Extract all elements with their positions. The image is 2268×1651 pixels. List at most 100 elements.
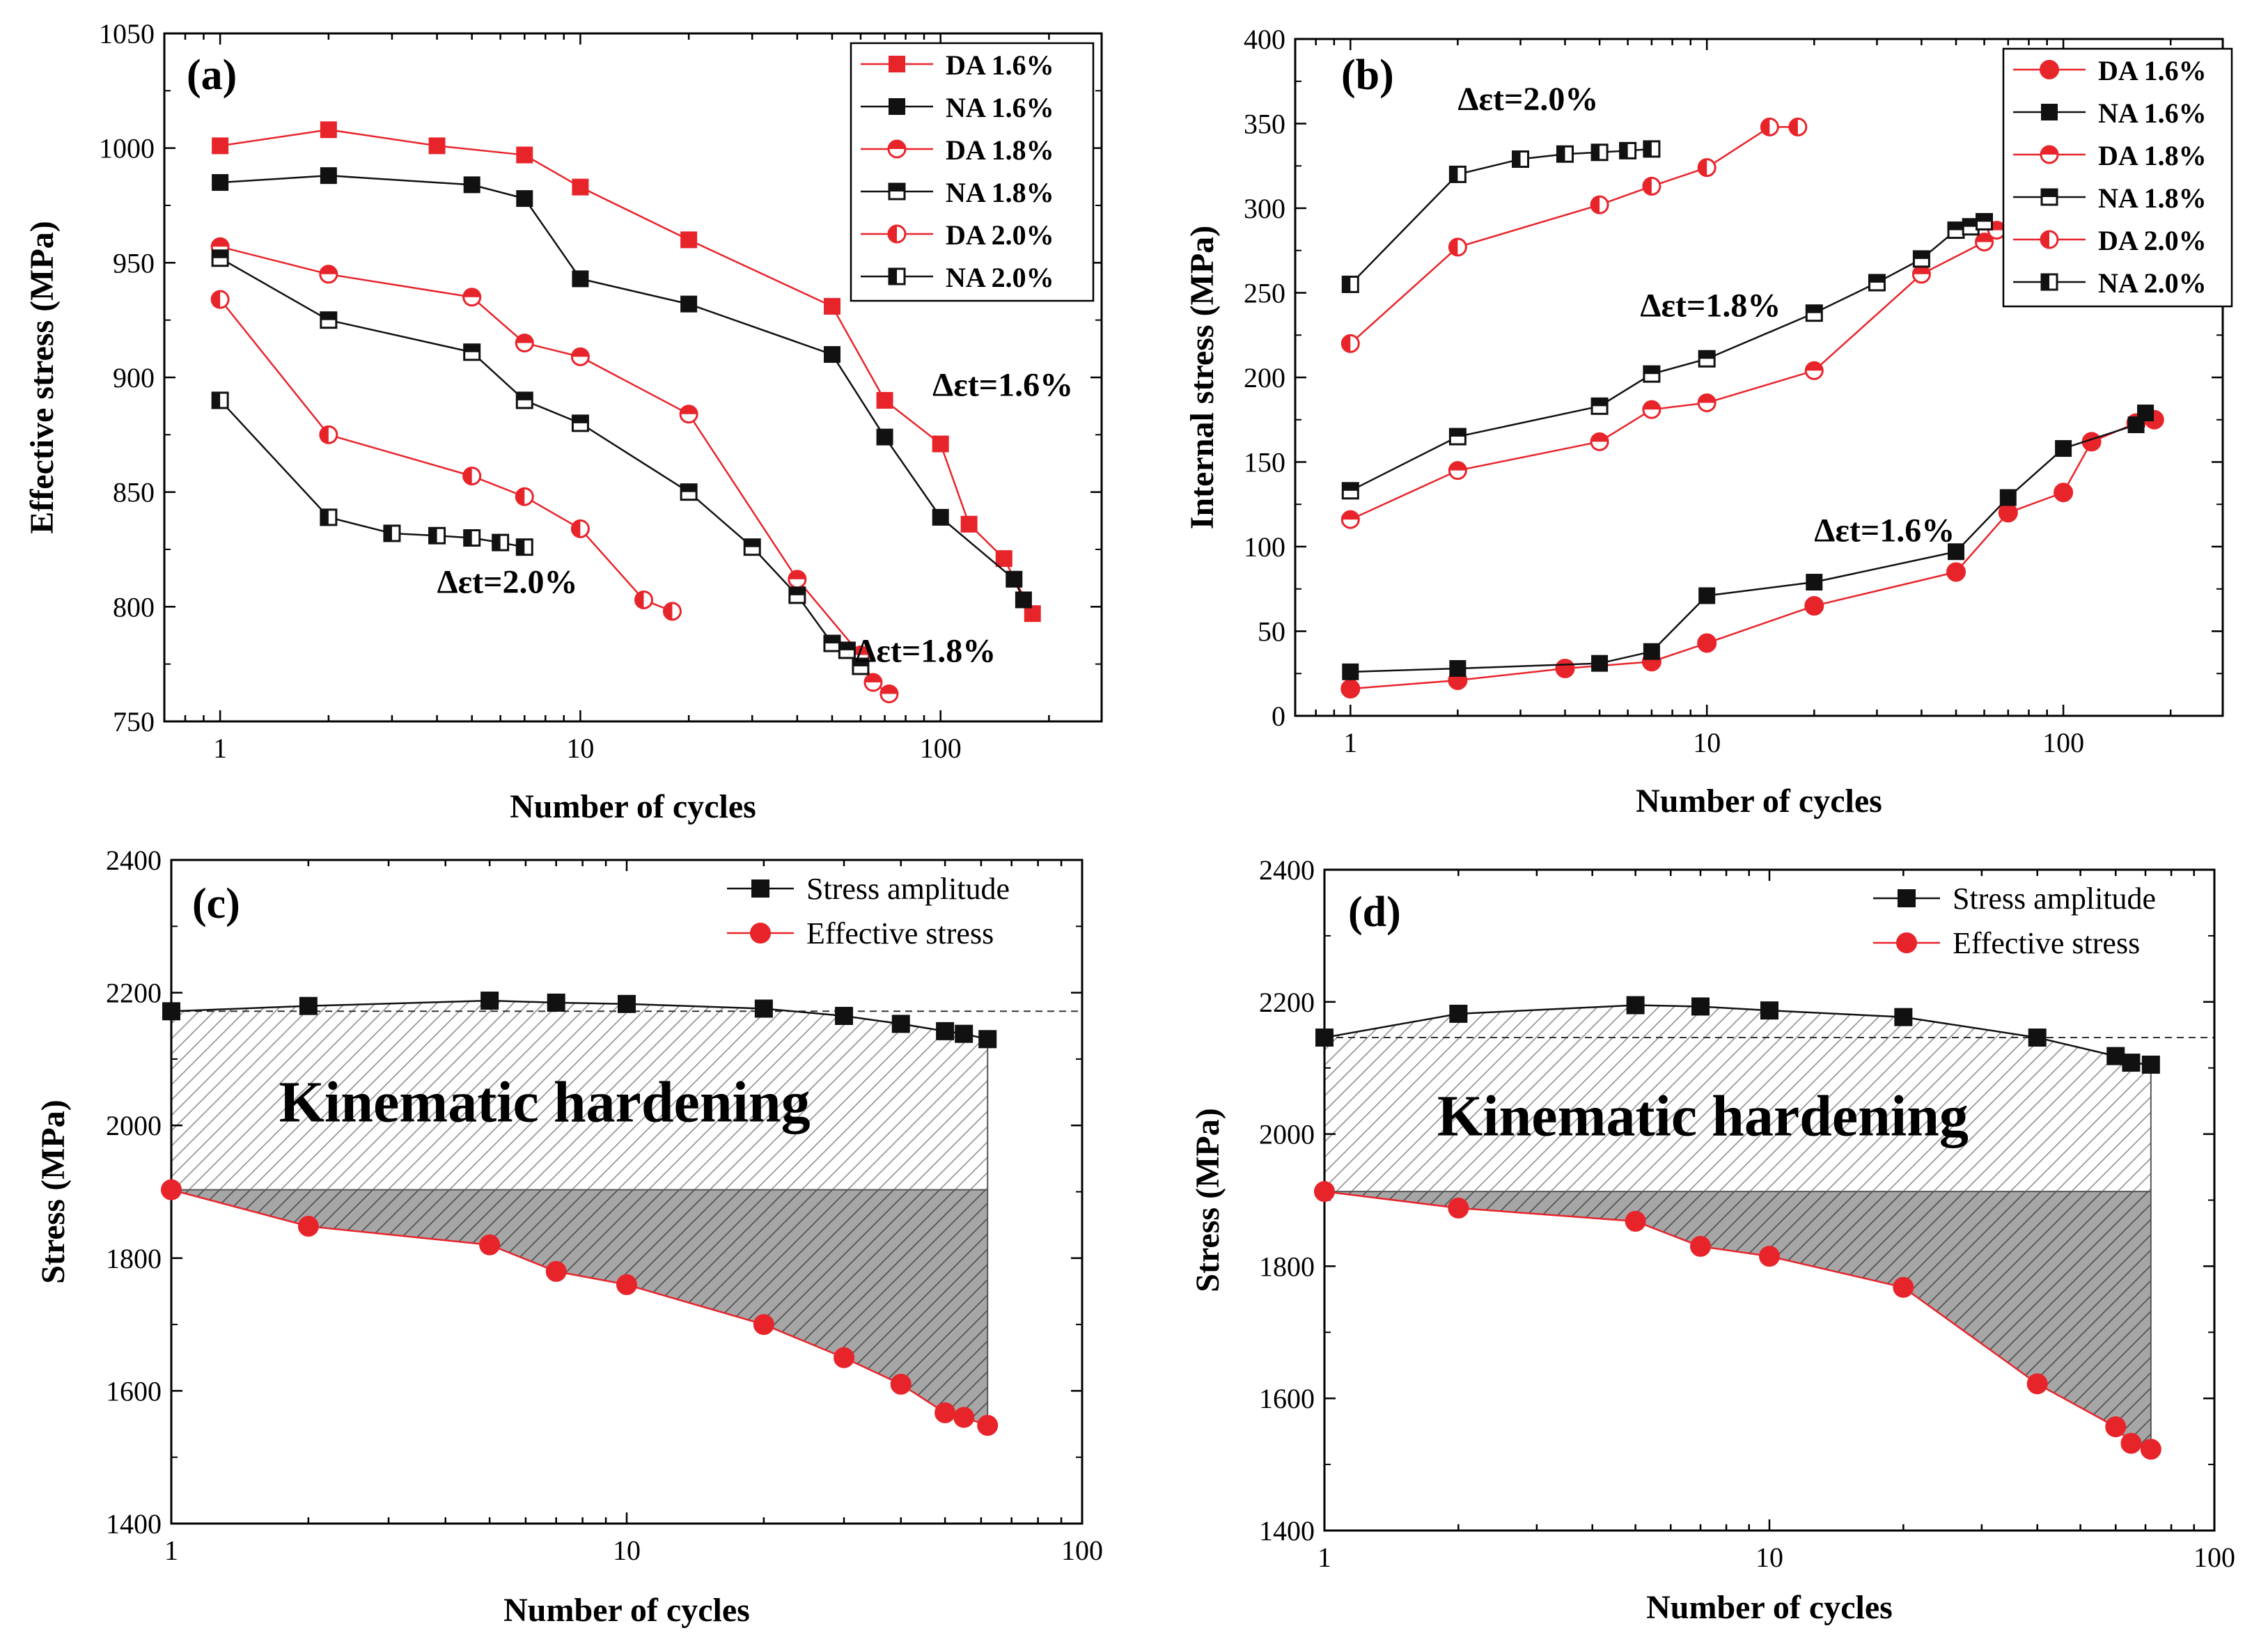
data-point: [1976, 212, 1994, 230]
legend-item-na-1-8: NA 1.8%: [861, 177, 1054, 208]
data-point: [1893, 1276, 1914, 1298]
legend: DA 1.6% NA 1.6% DA 1.8% NA 1.8% DA 2.0% NA 2.…: [850, 42, 1095, 302]
y-tick-label: 2000: [106, 1110, 162, 1141]
data-point: [212, 174, 229, 191]
effective-stress-drop-region: [1324, 1191, 2151, 1450]
x-tick-label: 10: [613, 1535, 641, 1566]
x-tick-label: 100: [2042, 727, 2084, 758]
data-point: [1894, 1008, 1913, 1026]
legend-item-da-1-8: DA 1.8%: [861, 134, 1054, 166]
strain-range-annotation: Δεt=1.8%: [1640, 288, 1781, 324]
data-point: [891, 1015, 910, 1033]
data-point: [1698, 587, 1716, 604]
data-point: [960, 515, 978, 533]
data-point: [1868, 274, 1886, 292]
data-point: [616, 1274, 637, 1295]
data-point: [1642, 400, 1661, 419]
kinematic-hardening-region: [1324, 1005, 2151, 1192]
data-point: [1642, 176, 1661, 196]
data-point: [1448, 1197, 1469, 1219]
legend-label: Effective stress: [1953, 926, 2140, 960]
legend-item-na-2-0: NA 2.0%: [2013, 267, 2207, 299]
series-line: [1350, 412, 2147, 673]
data-point: [2137, 405, 2154, 422]
series-na-1-6: [1342, 405, 2154, 680]
series-na-1-8: [211, 249, 870, 675]
data-point: [462, 288, 482, 307]
data-point: [428, 526, 446, 545]
data-point: [492, 533, 510, 551]
y-tick-label: 50: [1258, 616, 1285, 648]
legend-box: [2002, 47, 2233, 308]
y-tick-label: 950: [113, 247, 155, 279]
data-point: [1342, 663, 1359, 680]
data-point: [211, 391, 229, 409]
data-point: [1591, 655, 1609, 672]
y-tick-label: 1050: [99, 18, 155, 49]
x-tick-label: 100: [2193, 1542, 2235, 1573]
data-point: [852, 657, 870, 675]
data-point: [662, 602, 682, 621]
effective-stress-drop-region: [171, 1189, 988, 1425]
legend-item-da-1-6: DA 1.6%: [861, 49, 1054, 81]
data-point: [1697, 633, 1717, 653]
data-point: [953, 1407, 975, 1428]
legend-item-da-1-8: DA 1.8%: [2013, 140, 2207, 171]
legend-label: Stress amplitude: [1953, 882, 2156, 916]
series-line: [1350, 418, 2155, 690]
data-point: [788, 586, 806, 604]
legend-label: DA 2.0%: [946, 219, 1054, 251]
data-point: [932, 435, 949, 453]
data-point: [835, 1006, 854, 1025]
series-da-1-8: [1340, 214, 2022, 529]
series-na-2-0: [211, 391, 533, 556]
panel-d-kinematic-hardening-chart: Kinematic hardening 1 10 100 1400 1600 1800 200…: [1189, 854, 2235, 1626]
data-point: [1962, 218, 1980, 236]
data-point: [162, 1002, 180, 1021]
legend-marker: [887, 224, 907, 244]
data-point: [1314, 1181, 1335, 1203]
y-tick-label: 800: [113, 591, 155, 623]
data-point: [1999, 489, 2017, 506]
legend-item-na-2-0: NA 2.0%: [861, 262, 1054, 293]
data-point: [1805, 304, 1823, 322]
data-point: [1804, 596, 1824, 616]
legend-item-da-2-0: DA 2.0%: [2013, 225, 2207, 256]
x-axis-title: Number of cycles: [1636, 783, 1882, 820]
y-axis-title: Effective stress (MPa): [24, 221, 61, 534]
data-point: [2028, 1028, 2047, 1047]
data-point: [1760, 1001, 1778, 1020]
data-point: [428, 137, 446, 155]
x-axis-title: Number of cycles: [503, 1592, 750, 1629]
y-tick-label: 1600: [106, 1375, 162, 1407]
data-point: [1947, 221, 1965, 240]
legend-marker: [889, 56, 905, 72]
x-tick-label: 10: [1693, 727, 1721, 758]
panel-letter: (b): [1341, 52, 1394, 99]
data-point: [680, 231, 698, 249]
data-point: [1341, 482, 1359, 500]
data-point: [1698, 350, 1716, 368]
data-point: [1590, 195, 1609, 214]
data-point: [516, 146, 533, 164]
y-tick-label: 1600: [1259, 1383, 1315, 1414]
series-da-2-0: [1340, 117, 1808, 353]
data-point: [2106, 1047, 2125, 1065]
data-point: [463, 529, 481, 547]
data-point: [879, 684, 899, 703]
series-stress-amplitude: [1315, 996, 2160, 1074]
series-effective-stress: [161, 1179, 999, 1436]
legend-item-stress-amplitude: Stress amplitude: [1873, 882, 2156, 916]
data-point: [297, 1216, 319, 1237]
data-point: [299, 996, 318, 1015]
series-da-1-6: [212, 121, 1041, 623]
series-na-1-6: [212, 167, 1032, 609]
data-point: [2055, 440, 2072, 457]
y-tick-label: 1800: [106, 1243, 162, 1274]
data-point: [1626, 996, 1645, 1015]
data-point: [547, 993, 565, 1012]
series-effective-stress: [1314, 1181, 2161, 1460]
data-point: [680, 295, 698, 313]
data-point: [1788, 117, 1808, 136]
legend-box: [850, 42, 1095, 302]
